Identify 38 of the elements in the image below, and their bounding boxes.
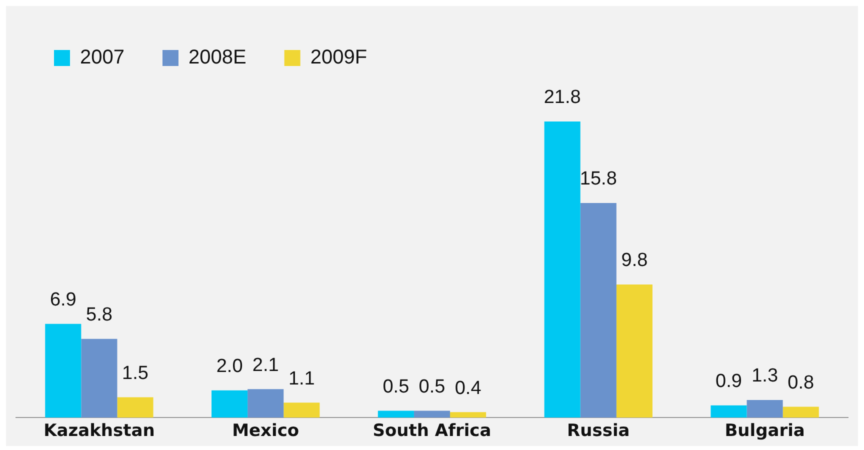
data-label: 21.8 xyxy=(544,87,581,108)
data-label: 0.4 xyxy=(454,378,482,399)
bar xyxy=(212,390,248,418)
bar xyxy=(782,406,819,418)
legend-label: 2008E xyxy=(188,46,246,69)
data-label: 0.5 xyxy=(382,376,410,398)
bar xyxy=(746,400,783,418)
data-label: 1.5 xyxy=(122,362,148,384)
x-tick-label: South Africa xyxy=(372,421,492,442)
bar xyxy=(710,405,747,418)
data-label: 1.1 xyxy=(288,368,315,390)
data-label: 5.8 xyxy=(86,304,112,326)
legend-label: 2007 xyxy=(80,46,124,69)
bar xyxy=(378,410,414,418)
x-tick-label: Bulgaria xyxy=(724,421,805,442)
bar xyxy=(81,338,118,418)
data-label: 2.1 xyxy=(252,354,279,376)
bar xyxy=(117,397,154,418)
data-label: 6.9 xyxy=(50,290,76,311)
bar xyxy=(544,121,580,418)
data-label: 0.8 xyxy=(788,372,814,394)
bar xyxy=(414,410,450,418)
bar xyxy=(580,202,616,418)
data-label: 0.5 xyxy=(418,376,446,398)
data-label: 15.8 xyxy=(580,168,617,190)
legend-label: 2009F xyxy=(310,46,368,69)
bar xyxy=(616,284,652,418)
data-label: 9.8 xyxy=(621,250,648,272)
bar xyxy=(248,389,284,418)
x-tick-label: Mexico xyxy=(232,421,300,442)
x-tick-label: Russia xyxy=(567,421,630,442)
bar xyxy=(450,412,486,418)
bar xyxy=(45,324,82,418)
data-label: 0.9 xyxy=(716,371,742,392)
x-tick-label: Kazakhstan xyxy=(44,421,155,442)
bar xyxy=(284,402,320,418)
data-label: 2.0 xyxy=(216,356,243,378)
data-label: 1.3 xyxy=(752,366,778,387)
